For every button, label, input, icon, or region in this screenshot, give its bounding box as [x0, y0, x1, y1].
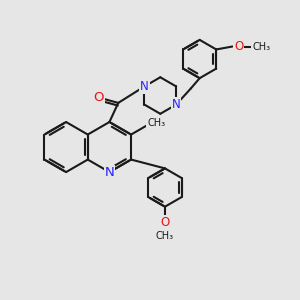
Text: N: N: [140, 80, 149, 93]
Text: N: N: [105, 166, 114, 178]
Text: O: O: [234, 40, 244, 53]
Text: CH₃: CH₃: [156, 231, 174, 241]
Text: CH₃: CH₃: [252, 41, 270, 52]
Text: O: O: [93, 92, 104, 104]
Text: CH₃: CH₃: [147, 118, 165, 128]
Text: N: N: [172, 98, 181, 111]
Text: O: O: [160, 216, 170, 229]
